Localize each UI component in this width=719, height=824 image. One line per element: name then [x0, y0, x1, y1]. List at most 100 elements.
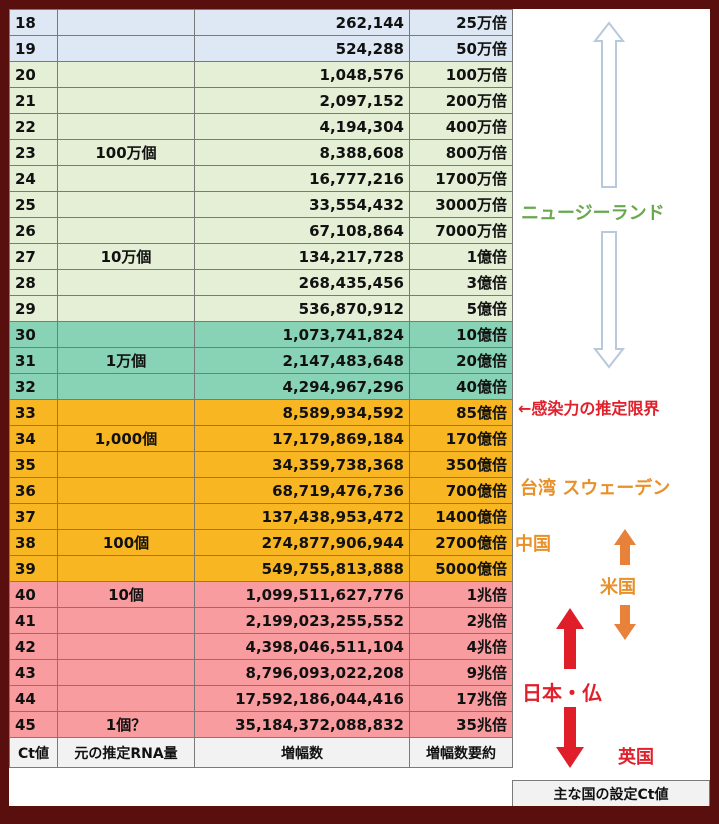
rna-cell: 10個 — [57, 581, 195, 608]
ct-cell: 35 — [9, 451, 58, 478]
rna-cell — [57, 191, 195, 218]
ct-cell: 32 — [9, 373, 58, 400]
ct-cell: 19 — [9, 35, 58, 62]
table-row: 18 262,144 25万倍 — [9, 9, 513, 36]
ct-cell: 39 — [9, 555, 58, 582]
table-row: 34 1,000個 17,179,869,184 170億倍 — [9, 425, 513, 452]
header-amplification: 増幅数 — [194, 737, 410, 768]
japan-down-arrow-icon — [556, 707, 584, 768]
summary-cell: 5億倍 — [409, 295, 513, 322]
summary-cell: 85億倍 — [409, 399, 513, 426]
rna-cell — [57, 35, 195, 62]
table-row: 35 34,359,738,368 350億倍 — [9, 451, 513, 478]
usa-label: 米国 — [600, 577, 636, 598]
table-row: 22 4,194,304 400万倍 — [9, 113, 513, 140]
ct-cell: 31 — [9, 347, 58, 374]
header-ct: Ct値 — [9, 737, 58, 768]
ct-cell: 27 — [9, 243, 58, 270]
summary-cell: 4兆倍 — [409, 633, 513, 660]
table-row: 26 67,108,864 7000万倍 — [9, 217, 513, 244]
ct-cell: 34 — [9, 425, 58, 452]
amplification-cell: 549,755,813,888 — [194, 555, 410, 582]
rna-cell — [57, 269, 195, 296]
table-row: 45 1個？ 35,184,372,088,832 35兆倍 — [9, 711, 513, 738]
summary-cell: 1億倍 — [409, 243, 513, 270]
infectivity-limit-label: ←感染力の推定限界 — [518, 399, 660, 418]
summary-cell: 25万倍 — [409, 9, 513, 36]
ct-cell: 37 — [9, 503, 58, 530]
ct-cell: 29 — [9, 295, 58, 322]
rna-cell — [57, 503, 195, 530]
amplification-cell: 17,592,186,044,416 — [194, 685, 410, 712]
amplification-cell: 268,435,456 — [194, 269, 410, 296]
amplification-cell: 274,877,906,944 — [194, 529, 410, 556]
ct-cell: 43 — [9, 659, 58, 686]
bottom-border — [0, 806, 719, 824]
rna-cell — [57, 659, 195, 686]
ct-cell: 18 — [9, 9, 58, 36]
table-row: 29 536,870,912 5億倍 — [9, 295, 513, 322]
summary-cell: 40億倍 — [409, 373, 513, 400]
summary-cell: 9兆倍 — [409, 659, 513, 686]
ct-table: 18 262,144 25万倍 19 524,288 50万倍 20 1,048,576 100… — [9, 9, 513, 768]
rna-cell: 100個 — [57, 529, 195, 556]
spreadsheet: 18 262,144 25万倍 19 524,288 50万倍 20 1,048,576 100… — [9, 9, 710, 815]
rna-cell: 1,000個 — [57, 425, 195, 452]
ct-cell: 38 — [9, 529, 58, 556]
rna-cell — [57, 633, 195, 660]
ct-table-body: 18 262,144 25万倍 19 524,288 50万倍 20 1,048,576 100… — [9, 9, 513, 768]
summary-cell: 1700万倍 — [409, 165, 513, 192]
amplification-cell: 137,438,953,472 — [194, 503, 410, 530]
summary-cell: 170億倍 — [409, 425, 513, 452]
uk-label: 英国 — [618, 747, 654, 768]
arrows-layer — [556, 21, 636, 768]
table-row: 19 524,288 50万倍 — [9, 35, 513, 62]
amplification-cell: 536,870,912 — [194, 295, 410, 322]
table-row: 23 100万個 8,388,608 800万倍 — [9, 139, 513, 166]
amplification-cell: 1,048,576 — [194, 61, 410, 88]
amplification-cell: 4,398,046,511,104 — [194, 633, 410, 660]
ct-cell: 30 — [9, 321, 58, 348]
table-row: 30 1,073,741,824 10億倍 — [9, 321, 513, 348]
table-row: 40 10個 1,099,511,627,776 1兆倍 — [9, 581, 513, 608]
nz-up-arrow-icon — [592, 21, 626, 188]
rna-cell — [57, 295, 195, 322]
header-countries: 主な国の設定Ct値 — [512, 780, 710, 810]
rna-cell — [57, 165, 195, 192]
table-row: 32 4,294,967,296 40億倍 — [9, 373, 513, 400]
ct-cell: 26 — [9, 217, 58, 244]
summary-cell: 100万倍 — [409, 61, 513, 88]
ct-cell: 28 — [9, 269, 58, 296]
rna-cell: 1個？ — [57, 711, 195, 738]
china-label: 中国 — [515, 534, 551, 555]
amplification-cell: 8,388,608 — [194, 139, 410, 166]
amplification-cell: 4,194,304 — [194, 113, 410, 140]
ct-cell: 45 — [9, 711, 58, 738]
ct-cell: 42 — [9, 633, 58, 660]
ct-cell: 44 — [9, 685, 58, 712]
new-zealand-label: ニュージーランド — [521, 203, 665, 224]
ct-cell: 33 — [9, 399, 58, 426]
rna-cell — [57, 477, 195, 504]
ct-cell: 22 — [9, 113, 58, 140]
summary-cell: 35兆倍 — [409, 711, 513, 738]
rna-cell — [57, 321, 195, 348]
table-row: 37 137,438,953,472 1400億倍 — [9, 503, 513, 530]
summary-cell: 10億倍 — [409, 321, 513, 348]
ct-cell: 21 — [9, 87, 58, 114]
summary-cell: 800万倍 — [409, 139, 513, 166]
table-row: 43 8,796,093,022,208 9兆倍 — [9, 659, 513, 686]
amplification-cell: 17,179,869,184 — [194, 425, 410, 452]
table-row: 25 33,554,432 3000万倍 — [9, 191, 513, 218]
summary-cell: 2700億倍 — [409, 529, 513, 556]
table-row: 20 1,048,576 100万倍 — [9, 61, 513, 88]
table-row: 28 268,435,456 3億倍 — [9, 269, 513, 296]
china-up-arrow-icon — [614, 529, 636, 565]
summary-cell: 400万倍 — [409, 113, 513, 140]
table-row: 38 100個 274,877,906,944 2700億倍 — [9, 529, 513, 556]
summary-cell: 20億倍 — [409, 347, 513, 374]
amplification-cell: 1,099,511,627,776 — [194, 581, 410, 608]
ct-cell: 23 — [9, 139, 58, 166]
summary-cell: 200万倍 — [409, 87, 513, 114]
table-row: 27 10万個 134,217,728 1億倍 — [9, 243, 513, 270]
